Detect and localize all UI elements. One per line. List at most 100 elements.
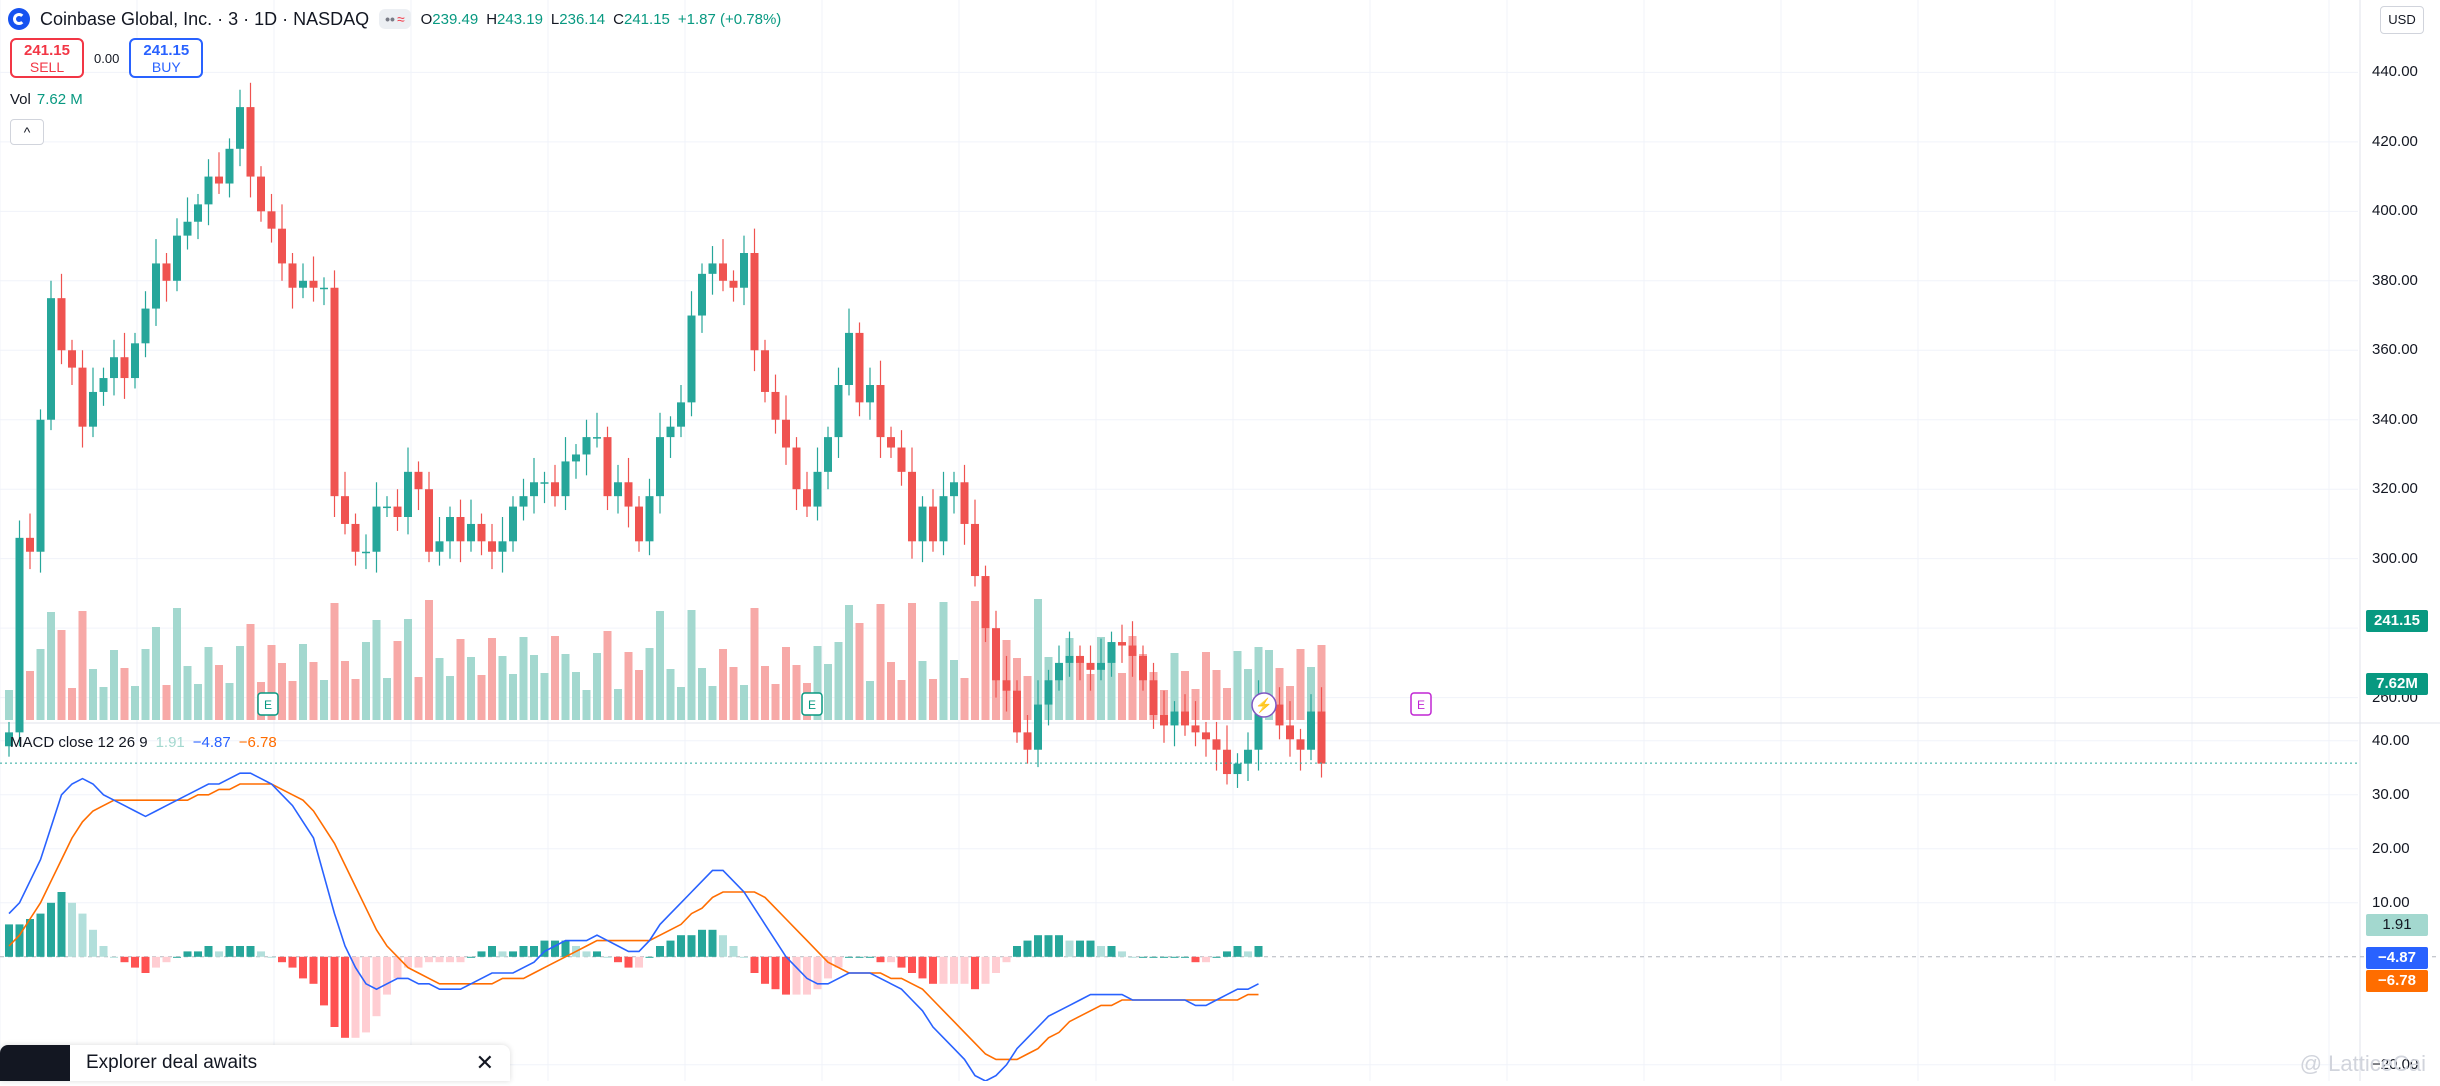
volume-bar (99, 687, 108, 720)
volume-bar (320, 680, 328, 720)
macd-histogram-bar (939, 956, 948, 984)
earnings-icon: E (801, 692, 823, 716)
macd-histogram-bar (152, 956, 160, 968)
macd-histogram-bar (929, 956, 937, 984)
volume-bar (677, 687, 685, 720)
candle-body (477, 523, 486, 542)
macd-histogram-bar (687, 935, 696, 957)
candle-body (1223, 749, 1231, 775)
macd-histogram-bar (656, 946, 664, 957)
candle-body (204, 176, 213, 205)
volume-bar (698, 668, 706, 720)
macd-histogram-bar (824, 956, 832, 979)
macd-axis-label: 40.00 (2372, 731, 2410, 749)
volume-legend[interactable]: Vol 7.62 M (10, 91, 83, 108)
volume-bar (1107, 655, 1116, 720)
volume-bar (876, 604, 885, 720)
candle-body (68, 350, 76, 368)
macd-histogram-bar (1160, 956, 1168, 958)
macd-histogram-bar (897, 956, 906, 968)
volume-bar (908, 603, 916, 720)
volume-bar (656, 611, 664, 720)
volume-bar (372, 620, 381, 720)
macd-histogram-bar (246, 946, 255, 957)
macd-histogram-bar (89, 929, 97, 957)
candle-body (1118, 642, 1126, 646)
volume-bar (887, 662, 895, 720)
candle-body (362, 551, 370, 554)
macd-histogram-bar (183, 951, 192, 957)
macd-histogram-bar (194, 951, 202, 957)
macd-histogram-bar (960, 956, 969, 984)
macd-legend[interactable]: MACD close 12 26 9 1.91 −4.87 −6.78 (10, 734, 277, 751)
low-value: 236.14 (559, 10, 606, 28)
macd-histogram-bar (162, 956, 171, 963)
macd-histogram-bar (729, 946, 738, 957)
candle-body (456, 517, 465, 542)
candle-body (404, 471, 412, 517)
volume-bar (950, 660, 958, 720)
candle-body (750, 253, 759, 351)
candle-body (246, 107, 255, 177)
macd-histogram-bar (782, 956, 790, 995)
candle-body (635, 506, 643, 542)
macd-histogram-bar (173, 956, 181, 958)
volume-bar (561, 654, 570, 720)
volume-bar (225, 683, 234, 720)
collapse-legend-button[interactable]: ^ (10, 119, 44, 145)
svg-text:E: E (264, 698, 272, 712)
volume-bar (267, 645, 276, 720)
volume-bar (299, 644, 307, 720)
candle-body (1202, 732, 1210, 740)
macd-value-tag: −4.87 (2366, 947, 2428, 969)
macd-histogram-bar (1002, 956, 1011, 963)
volume-bar (435, 658, 444, 720)
macd-axis-label: 10.00 (2372, 893, 2410, 911)
macd-histogram-bar (677, 935, 685, 957)
candle-body (1296, 739, 1305, 750)
candle-body (1254, 704, 1263, 750)
volume-bar (57, 630, 66, 720)
currency-selector[interactable]: USD (2380, 6, 2424, 34)
candle-body (992, 628, 1000, 681)
volume-bar (540, 673, 549, 720)
indicator-status-pill[interactable]: •• ≈ (379, 9, 411, 29)
macd-histogram-bar (1086, 940, 1095, 957)
macd-histogram-bar (761, 956, 769, 984)
volume-bar (309, 662, 318, 720)
macd-histogram-bar (624, 956, 633, 968)
macd-histogram-bar (404, 956, 412, 968)
candle-body (1097, 662, 1105, 670)
macd-histogram-bar (278, 956, 286, 963)
candle-body (530, 482, 538, 497)
candle-body (729, 280, 738, 288)
volume-bar (1296, 649, 1305, 720)
macd-histogram-bar (635, 956, 643, 968)
close-icon[interactable]: ✕ (475, 1050, 494, 1075)
candle-body (582, 437, 591, 455)
macd-histogram-bar (320, 956, 328, 1006)
promo-toast[interactable]: Explorer deal awaits ✕ (0, 1045, 510, 1081)
candle-body (383, 506, 391, 509)
buy-button[interactable]: 241.15 BUY (129, 38, 204, 78)
macd-histogram-bar (1223, 951, 1231, 957)
volume-bar (78, 611, 87, 720)
candle-body (1212, 739, 1221, 750)
macd-histogram-bar (78, 913, 87, 957)
volume-bar (425, 600, 433, 720)
symbol-title[interactable]: Coinbase Global, Inc. · 3 · 1D · NASDAQ (40, 8, 370, 29)
candle-body (603, 437, 612, 497)
sell-button[interactable]: 241.15 SELL (10, 38, 84, 78)
volume-bar (855, 623, 864, 720)
volume-bar (782, 647, 790, 720)
candle-body (1286, 725, 1294, 740)
candle-body (687, 315, 696, 403)
macd-histogram-bar (288, 956, 297, 968)
volume-bar (687, 610, 696, 720)
chevron-up-icon: ^ (23, 124, 31, 140)
candle-body (1034, 704, 1042, 750)
volume-bar (68, 688, 76, 720)
macd-histogram-bar (1244, 951, 1252, 957)
